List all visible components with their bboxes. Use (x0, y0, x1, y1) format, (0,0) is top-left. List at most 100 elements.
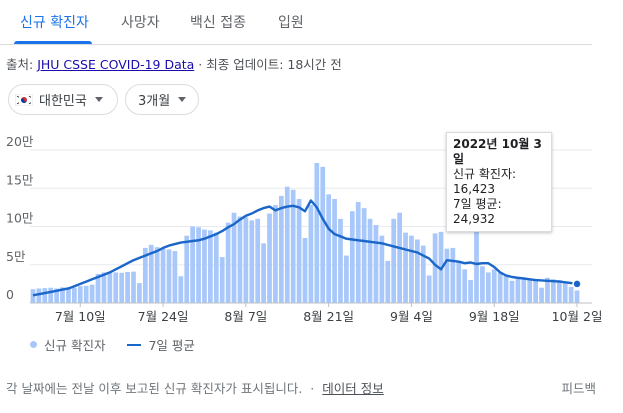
data-info-link[interactable]: 데이터 정보 (322, 381, 384, 396)
data-bar (137, 283, 142, 303)
data-bar (237, 216, 243, 303)
data-bar (54, 288, 59, 303)
tab-deaths[interactable]: 사망자 (121, 15, 160, 31)
korea-flag-icon (15, 93, 33, 106)
data-bar (545, 277, 550, 303)
data-bar (101, 272, 107, 303)
data-bar (273, 205, 278, 303)
data-bar (30, 289, 36, 303)
data-bar (89, 284, 95, 303)
data-bar (278, 195, 284, 303)
data-bar (432, 233, 438, 303)
data-bar (142, 247, 148, 303)
data-bar (521, 278, 527, 303)
data-bar (314, 163, 320, 303)
data-bar (131, 271, 136, 303)
data-bar (308, 205, 314, 303)
data-bar (160, 248, 166, 303)
data-bar (320, 166, 326, 303)
data-bar (166, 249, 172, 303)
tab-hospitalizations[interactable]: 입원 (278, 15, 304, 31)
data-bar (178, 276, 184, 303)
data-bar (154, 247, 160, 303)
legend-line-label: 7일 평균 (148, 338, 195, 353)
data-bar (261, 243, 266, 303)
last-updated: · 최종 업데이트: 18시간 전 (194, 57, 342, 72)
data-bar (450, 247, 456, 303)
data-bar (36, 288, 42, 303)
data-bar (196, 227, 201, 303)
data-bar (332, 198, 337, 303)
x-tick-label: 9월 18일 (469, 309, 520, 324)
data-bar (344, 255, 349, 303)
data-bar (190, 226, 195, 303)
data-bar (415, 239, 420, 303)
cases-chart: 0 5만 10만 15만 20만 7월 10일 7월 24일 8월 7일 8월 21일 9월 4일… (0, 125, 623, 335)
source-prefix: 출처: (6, 57, 38, 72)
data-bar (562, 281, 568, 303)
data-bar (213, 232, 219, 303)
legend-bar-swatch (30, 341, 37, 348)
data-bar (119, 272, 125, 303)
active-tab-indicator (14, 41, 92, 44)
y-tick-label: 15만 (6, 172, 34, 187)
data-bar (403, 232, 408, 303)
data-bar (444, 248, 450, 303)
data-bar (379, 235, 385, 303)
tab-new-cases[interactable]: 신규 확진자 (20, 15, 89, 31)
data-bar (71, 287, 77, 303)
chart-legend: 신규 확진자 7일 평균 (30, 335, 195, 354)
data-bar (42, 288, 48, 303)
data-bar (267, 213, 272, 303)
data-bar (326, 194, 332, 303)
data-bar (184, 235, 190, 303)
data-bar (367, 218, 373, 303)
data-bar (503, 274, 509, 303)
data-bar (468, 280, 473, 303)
data-bar (231, 212, 237, 303)
y-tick-label: 10만 (6, 211, 34, 226)
country-dropdown[interactable]: 대한민국 (8, 84, 118, 115)
tab-vaccinations[interactable]: 백신 접종 (190, 15, 246, 31)
data-bar (225, 222, 231, 303)
chevron-down-icon (94, 97, 103, 102)
data-bar (243, 217, 249, 303)
data-bar (107, 273, 113, 303)
data-bar (77, 286, 83, 303)
data-bar (113, 272, 119, 303)
footer-separator: · (310, 381, 315, 396)
data-bar (202, 229, 207, 303)
data-bar (409, 235, 414, 303)
data-bar (485, 272, 491, 303)
period-dropdown[interactable]: 3개월 (125, 84, 199, 115)
chevron-down-icon (178, 97, 187, 102)
data-bar (208, 230, 213, 303)
data-bar (491, 269, 497, 303)
data-bar (60, 287, 65, 303)
data-bar (361, 208, 367, 303)
source-link[interactable]: JHU CSSE COVID-19 Data (37, 57, 195, 72)
feedback-link[interactable]: 피드백 (561, 381, 596, 396)
data-bar (172, 250, 178, 303)
data-bar (574, 290, 580, 303)
data-bar (480, 266, 485, 303)
data-bar (515, 276, 521, 303)
data-bar (551, 279, 556, 303)
tooltip-average: 7일 평균: 24,932 (453, 197, 502, 226)
data-bar (462, 269, 468, 303)
data-bar (391, 218, 397, 303)
y-tick-label: 5만 (6, 249, 26, 264)
data-bar (66, 286, 71, 303)
data-bar (83, 285, 89, 303)
average-line (32, 199, 578, 297)
x-tick-label: 10월 2일 (552, 309, 603, 324)
data-bar (568, 286, 574, 303)
average-marker (572, 279, 582, 289)
data-bar (296, 198, 302, 303)
data-bar (474, 182, 479, 303)
data-bar (125, 272, 130, 303)
source-line: 출처: JHU CSSE COVID-19 Data · 최종 업데이트: 18… (6, 54, 342, 73)
data-bar (148, 244, 154, 303)
data-bar (385, 260, 391, 303)
data-bar (349, 211, 355, 303)
